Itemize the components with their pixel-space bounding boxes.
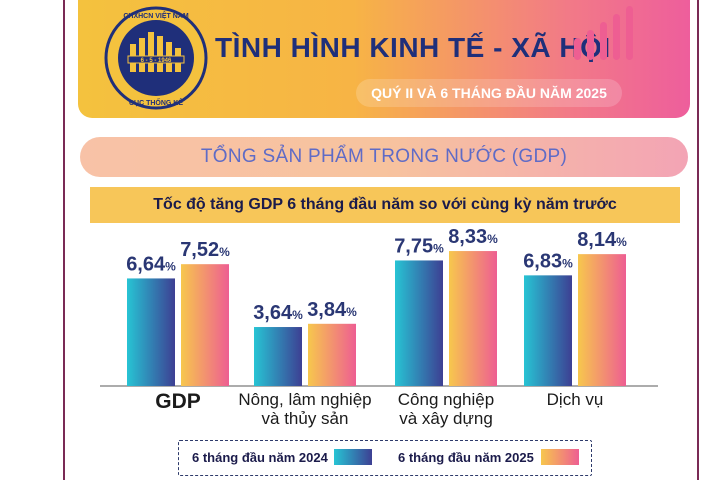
section-pill [80,137,688,177]
bar-gdp-2024 [127,278,175,386]
legend [178,440,592,476]
value-label-agri-2025: 3,84% [307,299,357,321]
logo-top-text: CHXHCN VIỆT NAM [123,11,189,20]
legend-swatch-2024 [334,449,372,465]
value-label-agri-2024: 3,64% [253,302,303,324]
value-label-services-2024: 6,83% [523,250,573,272]
value-label-gdp-2024: 6,64% [126,253,176,275]
legend-label-2025: 6 tháng đầu năm 2025 [398,450,534,465]
category-label-industry: Công nghiệp và xây dựng [366,390,526,428]
section-title: TỔNG SẢN PHẨM TRONG NƯỚC (GDP) [200,146,568,167]
legend-swatch-2025 [541,449,579,465]
category-label-line: Công nghiệp [397,390,495,409]
category-label-gdp: GDP [98,390,258,413]
logo-bottom-text: CỤC THỐNG KÊ [129,97,183,107]
frame-border-left [63,0,65,480]
bar-gdp-2025 [181,264,229,386]
category-label-line: Nông, lâm nghiệp [238,390,372,409]
bar-services-2024 [524,275,572,386]
category-label-line: và thủy sản [261,409,349,428]
value-label-industry-2024: 7,75% [394,235,444,257]
value-label-industry-2025: 8,33% [448,226,498,248]
logo-date: 6 - 5 - 1946 [141,58,172,64]
category-label-line: Dịch vụ [546,390,604,409]
category-label-agri: Nông, lâm nghiệp và thủy sản [225,390,385,428]
legend-label-2024: 6 tháng đầu năm 2024 [192,450,328,465]
page-title: TÌNH HÌNH KINH TẾ - XÃ HỘI [215,32,611,63]
category-label-line: và xây dựng [399,409,493,428]
bar-chart-icon [574,6,633,60]
value-label-gdp-2025: 7,52% [180,239,230,261]
chart-title: Tốc độ tăng GDP 6 tháng đầu năm so với c… [153,196,617,213]
category-label-services: Dịch vụ [495,390,655,409]
bar-services-2025 [578,254,626,386]
page-subtitle: QUÝ II VÀ 6 THÁNG ĐẦU NĂM 2025 [356,79,622,107]
value-label-services-2025: 8,14% [577,229,627,251]
bar-agri-2024 [254,327,302,386]
bar-industry-2024 [395,260,443,386]
gso-logo: 6 - 5 - 1946 CHXHCN VIỆT NAM CỤC THỐNG K… [104,6,208,110]
bar-agri-2025 [308,323,356,386]
bar-industry-2025 [449,251,497,386]
category-label-line: GDP [155,390,201,413]
chart-title-band [90,187,680,223]
frame-border-right [697,0,699,480]
